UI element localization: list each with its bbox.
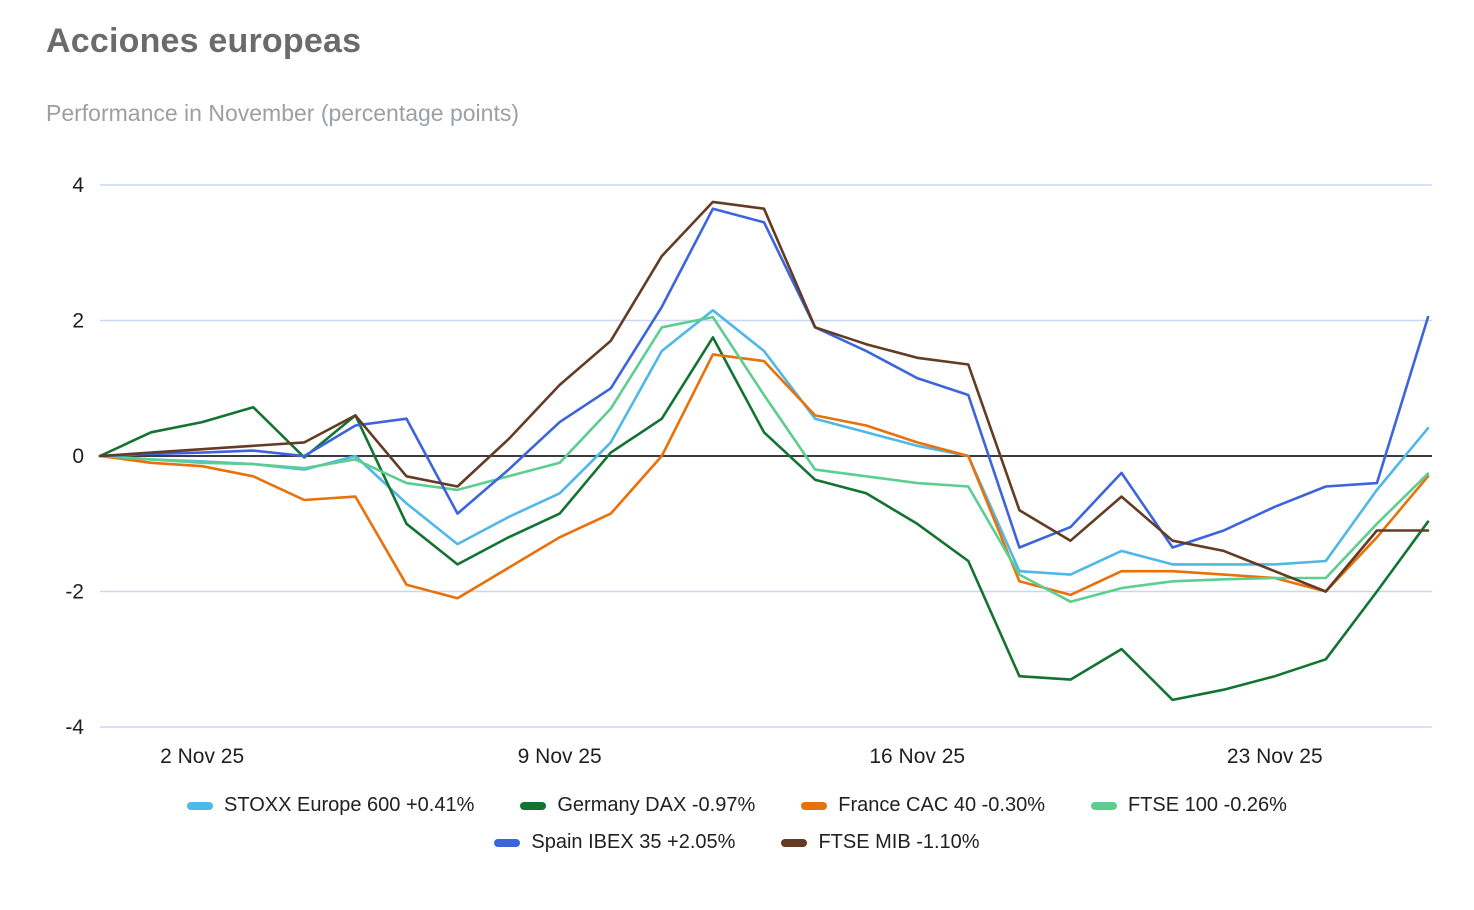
legend-label-spain-ibex-35: Spain IBEX 35 +2.05%	[531, 831, 736, 853]
legend: STOXX Europe 600 +0.41% Germany DAX -0.9…	[0, 794, 1474, 854]
y-axis-tick-label: -2	[65, 581, 84, 604]
legend-item-germany-dax[interactable]: Germany DAX -0.97%	[520, 794, 755, 817]
legend-swatch-spain-ibex-35	[494, 838, 521, 847]
chart-title: Acciones europeas	[46, 22, 362, 60]
legend-item-ftse-100[interactable]: FTSE 100 -0.26%	[1091, 794, 1287, 817]
legend-swatch-stoxx-europe-600	[187, 801, 214, 810]
y-axis-tick-label: 0	[72, 445, 84, 468]
x-axis-tick-label: 23 Nov 25	[1227, 745, 1323, 768]
legend-label-france-cac-40: France CAC 40 -0.30%	[838, 794, 1045, 816]
legend-item-france-cac-40[interactable]: France CAC 40 -0.30%	[801, 794, 1045, 817]
legend-label-ftse-mib: FTSE MIB -1.10%	[818, 831, 980, 853]
legend-label-ftse-100: FTSE 100 -0.26%	[1128, 794, 1287, 816]
legend-label-germany-dax: Germany DAX -0.97%	[557, 794, 756, 816]
series-line-ftse-100	[98, 315, 1430, 604]
chart-subtitle: Performance in November (percentage poin…	[46, 100, 520, 126]
y-axis-tick-label: 4	[72, 174, 84, 197]
legend-swatch-france-cac-40	[801, 801, 828, 810]
legend-item-ftse-mib[interactable]: FTSE MIB -1.10%	[781, 831, 980, 854]
y-axis-tick-label: -4	[65, 716, 84, 739]
legend-row-1: STOXX Europe 600 +0.41% Germany DAX -0.9…	[187, 794, 1287, 817]
series-line-ftse-mib	[98, 200, 1430, 593]
legend-row-2: Spain IBEX 35 +2.05% FTSE MIB -1.10%	[494, 831, 980, 854]
legend-swatch-ftse-mib	[781, 838, 808, 847]
series-line-germany-dax	[98, 336, 1430, 702]
series-line-spain-ibex-35	[98, 207, 1430, 549]
legend-swatch-germany-dax	[520, 801, 547, 810]
legend-item-stoxx-europe-600[interactable]: STOXX Europe 600 +0.41%	[187, 794, 474, 817]
x-axis-tick-label: 16 Nov 25	[869, 745, 965, 768]
legend-swatch-ftse-100	[1091, 801, 1117, 810]
x-axis-tick-label: 2 Nov 25	[160, 745, 244, 768]
y-axis-tick-label: 2	[72, 310, 84, 333]
legend-item-spain-ibex-35[interactable]: Spain IBEX 35 +2.05%	[494, 831, 735, 854]
series-line-france-cac-40	[98, 353, 1430, 600]
legend-label-stoxx-europe-600: STOXX Europe 600 +0.41%	[224, 794, 475, 816]
x-axis-tick-label: 9 Nov 25	[518, 745, 602, 768]
